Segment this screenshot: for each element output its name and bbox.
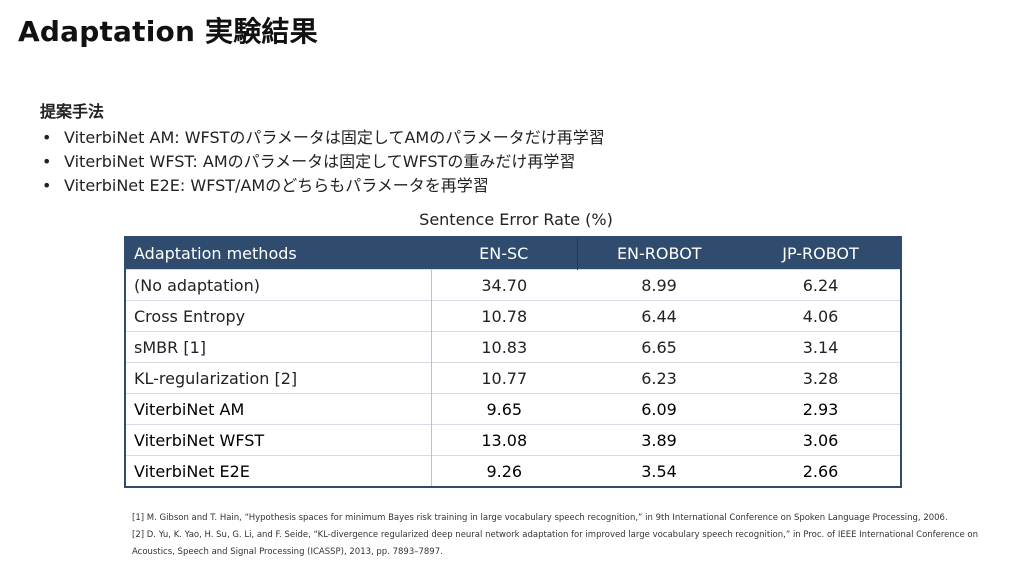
value-cell-en-sc: 10.78 (431, 300, 577, 332)
table-caption: Sentence Error Rate (%) (419, 210, 613, 229)
value-cell-en-sc: 34.70 (431, 269, 577, 301)
bullet-icon: • (42, 152, 52, 171)
slide-title: Adaptation 実験結果 (18, 15, 318, 48)
value-cell-jp-robot: 4.06 (741, 300, 901, 332)
method-cell: ViterbiNet AM (125, 393, 432, 425)
proposal-item-text: ViterbiNet E2E: WFST/AMのどちらもパラメータを再学習 (64, 176, 489, 195)
table-row: KL-regularization [2] 10.77 6.23 3.28 (125, 362, 901, 394)
table-row: Cross Entropy 10.78 6.44 4.06 (125, 300, 901, 332)
column-header-method: Adaptation methods (125, 237, 431, 270)
column-header-en-robot: EN-ROBOT (576, 237, 741, 270)
value-cell-jp-robot: 2.93 (741, 393, 901, 425)
proposal-item-am: • ViterbiNet AM: WFSTのパラメータは固定してAMのパラメータだ… (40, 126, 940, 150)
references: [1] M. Gibson and T. Hain, “Hypothesis s… (132, 510, 1012, 561)
reference-item: [1] M. Gibson and T. Hain, “Hypothesis s… (132, 513, 948, 523)
proposal-list: • ViterbiNet AM: WFSTのパラメータは固定してAMのパラメータだ… (40, 126, 940, 198)
method-cell: ViterbiNet E2E (125, 455, 432, 487)
value-cell-jp-robot: 2.66 (741, 455, 901, 487)
bullet-icon: • (42, 128, 52, 147)
value-cell-en-sc: 10.83 (431, 331, 577, 363)
value-cell-en-robot: 6.65 (577, 331, 741, 363)
table-row: ViterbiNet WFST 13.08 3.89 3.06 (125, 424, 901, 456)
method-cell: KL-regularization [2] (125, 362, 432, 394)
value-cell-jp-robot: 6.24 (741, 269, 901, 301)
value-cell-en-robot: 6.44 (577, 300, 741, 332)
value-cell-en-sc: 9.26 (431, 455, 577, 487)
value-cell-jp-robot: 3.28 (741, 362, 901, 394)
method-cell: Cross Entropy (125, 300, 432, 332)
method-cell: sMBR [1] (125, 331, 432, 363)
table-row: sMBR [1] 10.83 6.65 3.14 (125, 331, 901, 363)
value-cell-en-robot: 3.54 (577, 455, 741, 487)
value-cell-en-sc: 10.77 (431, 362, 577, 394)
value-cell-jp-robot: 3.06 (741, 424, 901, 456)
proposal-item-text: ViterbiNet WFST: AMのパラメータは固定してWFSTの重みだけ再… (64, 152, 576, 171)
value-cell-en-sc: 13.08 (431, 424, 577, 456)
reference-item: [2] D. Yu, K. Yao, H. Su, G. Li, and F. … (132, 530, 978, 557)
method-cell: ViterbiNet WFST (125, 424, 432, 456)
method-cell: (No adaptation) (125, 269, 432, 301)
value-cell-en-robot: 3.89 (577, 424, 741, 456)
value-cell-en-robot: 6.23 (577, 362, 741, 394)
table-row: ViterbiNet AM 9.65 6.09 2.93 (125, 393, 901, 425)
value-cell-en-robot: 8.99 (577, 269, 741, 301)
proposal-item-wfst: • ViterbiNet WFST: AMのパラメータは固定してWFSTの重みだけ… (40, 150, 940, 174)
value-cell-jp-robot: 3.14 (741, 331, 901, 363)
proposal-heading: 提案手法 (40, 102, 105, 121)
table-row: (No adaptation) 34.70 8.99 6.24 (125, 269, 901, 301)
column-header-jp-robot: JP-ROBOT (741, 237, 901, 270)
table-row: ViterbiNet E2E 9.26 3.54 2.66 (125, 455, 901, 487)
value-cell-en-sc: 9.65 (431, 393, 577, 425)
bullet-icon: • (42, 176, 52, 195)
proposal-section: 提案手法 • ViterbiNet AM: WFSTのパラメータは固定してAMのパ… (40, 98, 940, 198)
results-table: Adaptation methods EN-SC EN-ROBOT JP-ROB… (124, 236, 902, 488)
proposal-item-text: ViterbiNet AM: WFSTのパラメータは固定してAMのパラメータだけ… (64, 128, 605, 147)
value-cell-en-robot: 6.09 (577, 393, 741, 425)
table-header-row: Adaptation methods EN-SC EN-ROBOT JP-ROB… (125, 237, 901, 270)
proposal-item-e2e: • ViterbiNet E2E: WFST/AMのどちらもパラメータを再学習 (40, 174, 940, 198)
column-header-en-sc: EN-SC (431, 237, 577, 270)
